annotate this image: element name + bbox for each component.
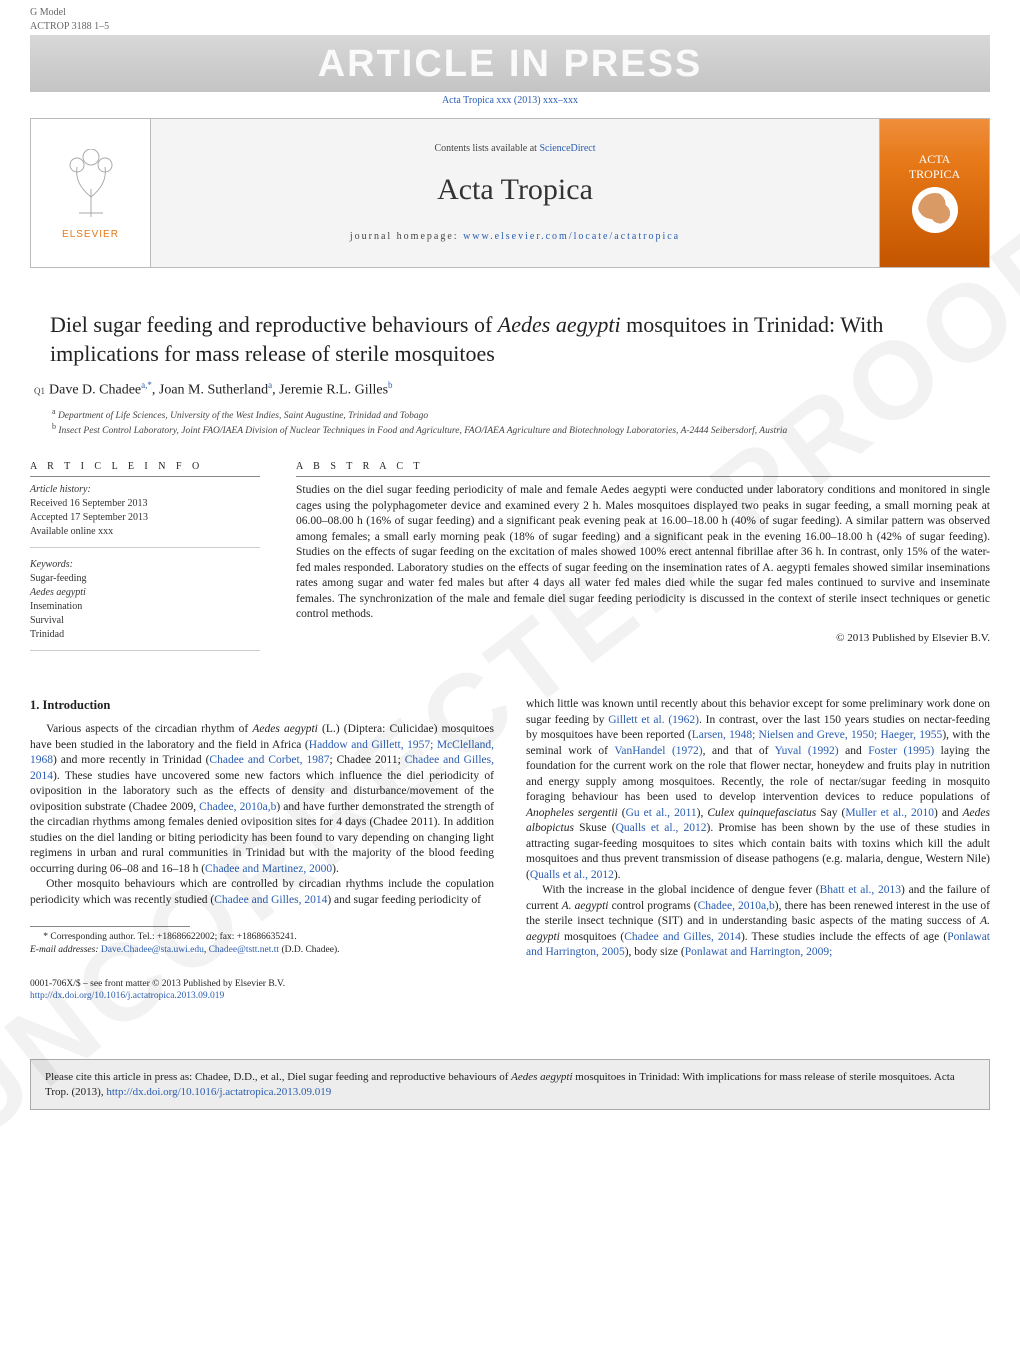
footnote-separator [30,926,190,927]
accepted-line: Accepted 17 September 2013 [30,511,260,525]
cite-muller-2010[interactable]: Muller et al., 2010 [845,807,934,819]
received-line: Received 16 September 2013 [30,497,260,511]
article-title: Diel sugar feeding and reproductive beha… [50,310,990,369]
model-code: ACTROP 3188 1–5 [30,20,109,34]
sciencedirect-link[interactable]: ScienceDirect [539,143,595,154]
journal-cover-cell: ACTA TROPICA [879,119,989,267]
paragraph-2-cont: which little was known until recently ab… [526,697,990,883]
authors-line: Q1Dave D. Chadeea,*, Joan M. Sutherlanda… [52,379,990,401]
journal-homepage-line: journal homepage: www.elsevier.com/locat… [350,230,680,244]
section-title: Introduction [43,698,111,712]
title-seg-0: Diel sugar feeding and reproductive beha… [50,312,498,337]
online-line: Available online xxx [30,525,260,539]
article-info-head: A R T I C L E I N F O [30,460,260,478]
cite-ponlawat-2009[interactable]: Ponlawat and Harrington, 2009; [685,946,833,958]
keyword-0: Sugar-feeding [30,572,260,586]
paragraph-2: Other mosquito behaviours which are cont… [30,877,494,908]
homepage-link[interactable]: www.elsevier.com/locate/actatropica [463,231,680,242]
cite-chadee-gilles-2014b[interactable]: Chadee and Gilles, 2014 [214,894,327,906]
contents-line: Contents lists available at ScienceDirec… [434,142,595,156]
journal-title: Acta Tropica [437,170,593,211]
section-num: 1. [30,698,39,712]
issn-line: 0001-706X/$ – see front matter © 2013 Pu… [30,978,494,990]
affiliation-a: a Department of Life Sciences, Universit… [52,407,990,423]
please-cite-box: Please cite this article in press as: Ch… [30,1059,990,1111]
cite-foster-1995[interactable]: Foster (1995) [868,745,934,757]
author-2: , Joan M. Sutherland [152,383,268,398]
cite-chadee-gilles-2014c[interactable]: Chadee and Gilles, 2014 [624,931,741,943]
cite-qualls-2012b[interactable]: Qualls et al., 2012 [530,869,614,881]
keywords-block: Keywords: Sugar-feeding Aedes aegypti In… [30,558,260,651]
cover-line1: ACTA [909,152,960,166]
body-columns: 1. Introduction Various aspects of the c… [30,697,990,1002]
cite-gu-2011[interactable]: Gu et al., 2011 [626,807,697,819]
article-page: UNCORRECTED PROOF Diel sugar feeding and… [0,268,1020,1033]
history-label: Article history: [30,483,260,497]
cite-chadee-corbet-1987[interactable]: Chadee and Corbet, 1987 [209,754,329,766]
author-3-aff: b [388,380,393,390]
elsevier-wordmark: ELSEVIER [62,228,119,242]
keyword-3: Survival [30,614,260,628]
citebox-doi-link[interactable]: http://dx.doi.org/10.1016/j.actatropica.… [106,1086,331,1098]
elsevier-tree-icon [56,144,126,224]
cite-chadee-martinez-2000[interactable]: Chadee and Martinez, 2000 [205,863,332,875]
aff-b-sup: b [52,422,56,431]
journal-cover: ACTA TROPICA [909,152,960,233]
cite-larsen-1948[interactable]: Larsen, 1948; Nielsen and Greve, 1950; H… [692,729,943,741]
keyword-4: Trinidad [30,628,260,642]
abstract-copyright: © 2013 Published by Elsevier B.V. [296,631,990,646]
keyword-1-text: Aedes aegypti [30,587,86,598]
aff-a-text: Department of Life Sciences, University … [58,411,428,421]
author-3: , Jeremie R.L. Gilles [272,383,388,398]
paragraph-3: With the increase in the global incidenc… [526,883,990,961]
cite-chadee-2010ab[interactable]: Chadee, 2010a,b [199,801,276,813]
publisher-cell: ELSEVIER [31,119,151,267]
front-matter: 0001-706X/$ – see front matter © 2013 Pu… [30,978,494,1003]
info-abstract-row: A R T I C L E I N F O Article history: R… [30,460,990,662]
cite-qualls-2012a[interactable]: Qualls et al., 2012 [616,822,707,834]
abstract-head: A B S T R A C T [296,460,990,478]
citation-header-line: Acta Tropica xxx (2013) xxx–xxx [30,94,990,108]
email-link-1[interactable]: Dave.Chadee@sta.uwi.edu [101,945,204,955]
paragraph-1: Various aspects of the circadian rhythm … [30,722,494,877]
journal-header: ELSEVIER Contents lists available at Sci… [30,118,990,268]
homepage-label: journal homepage: [350,231,459,242]
abstract-column: A B S T R A C T Studies on the diel suga… [296,460,990,662]
corr-label: * Corresponding author. Tel.: +186866220… [43,932,296,942]
cite-vanhandel-1972[interactable]: VanHandel (1972) [614,745,702,757]
title-seg-1: Aedes aegypti [498,312,621,337]
email-link-2[interactable]: Chadee@tstt.net.tt [209,945,280,955]
globe-icon [912,187,958,233]
keywords-label: Keywords: [30,558,260,572]
keyword-1: Aedes aegypti [30,586,260,600]
keyword-2: Insemination [30,600,260,614]
email-suffix: (D.D. Chadee). [281,945,339,955]
citebox-prefix: Please cite this article in press as: Ch… [45,1071,511,1083]
cite-gillett-1962[interactable]: Gillett et al. (1962) [608,714,699,726]
article-in-press-banner: ARTICLE IN PRESS [30,35,990,92]
doi-link[interactable]: http://dx.doi.org/10.1016/j.actatropica.… [30,991,224,1001]
affiliation-b: b Insect Pest Control Laboratory, Joint … [52,422,990,438]
author-1: Dave D. Chadee [49,383,141,398]
cite-chadee-2010ab-2[interactable]: Chadee, 2010a,b [698,900,775,912]
cover-line2: TROPICA [909,167,960,181]
email-label: E-mail addresses: [30,945,99,955]
article-info-column: A R T I C L E I N F O Article history: R… [30,460,260,662]
title-block: Diel sugar feeding and reproductive beha… [30,310,990,369]
aff-a-sup: a [52,407,56,416]
contents-prefix: Contents lists available at [434,143,536,154]
model-label: G Model [30,6,109,20]
journal-mid-cell: Contents lists available at ScienceDirec… [151,119,879,267]
citation-header-link[interactable]: Acta Tropica xxx (2013) xxx–xxx [442,95,578,106]
history-block: Article history: Received 16 September 2… [30,483,260,548]
corresponding-footnote: * Corresponding author. Tel.: +186866220… [30,931,494,956]
cite-bhatt-2013[interactable]: Bhatt et al., 2013 [820,884,901,896]
abstract-text: Studies on the diel sugar feeding period… [296,483,990,623]
section-heading: 1. Introduction [30,697,494,714]
model-band: G Model ACTROP 3188 1–5 [0,0,1020,35]
cite-yuval-1992[interactable]: Yuval (1992) [775,745,839,757]
citebox-species: Aedes aegypti [511,1071,572,1083]
aff-b-text: Insect Pest Control Laboratory, Joint FA… [58,426,787,436]
q1-marker: Q1 [34,386,45,396]
